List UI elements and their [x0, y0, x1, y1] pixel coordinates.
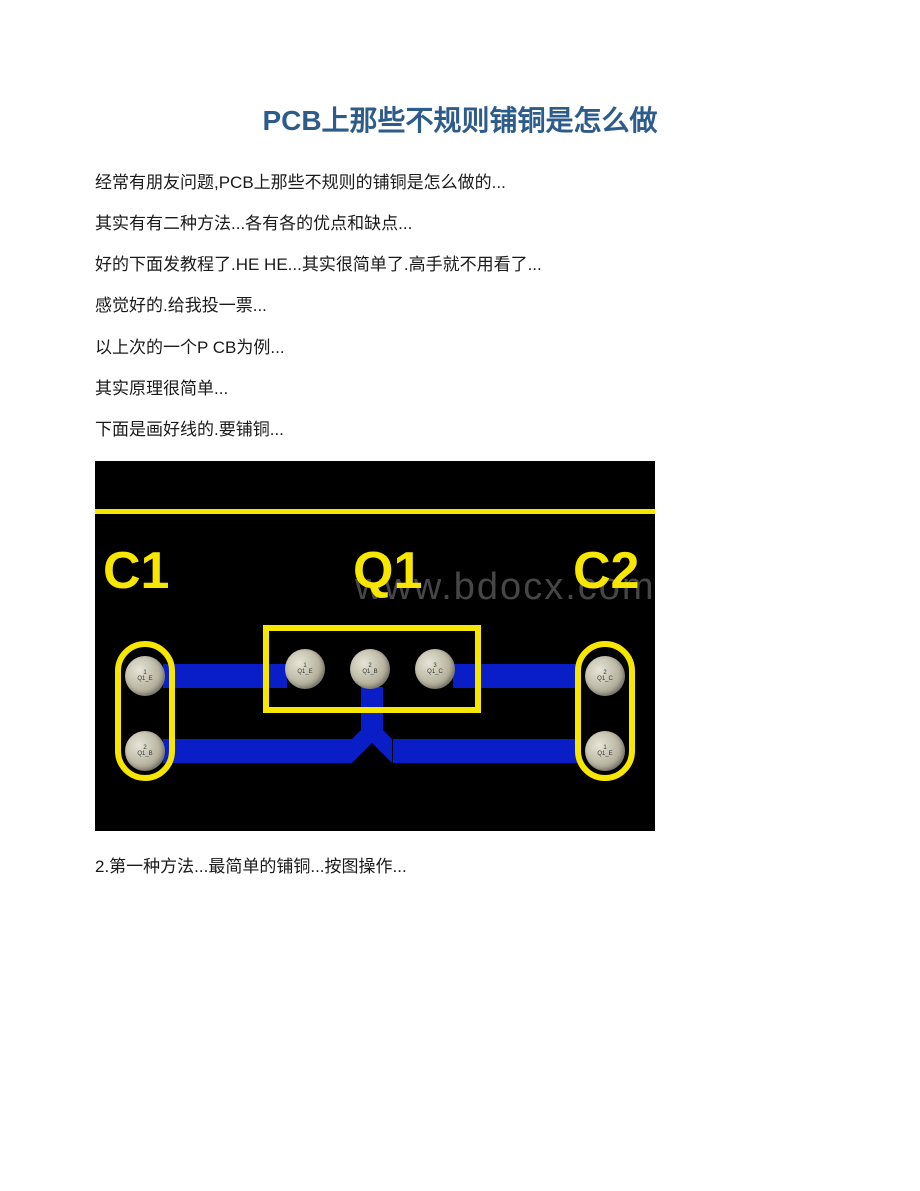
pad-q1-3: 3 Q1_C — [415, 649, 455, 689]
paragraph: 以上次的一个P CB为例... — [95, 334, 825, 361]
pad-c2-2: 2 Q1_C — [585, 656, 625, 696]
page-title: PCB上那些不规则铺铜是怎么做 — [95, 99, 825, 139]
paragraph: 好的下面发教程了.HE HE...其实很简单了.高手就不用看了... — [95, 251, 825, 278]
paragraph: 其实有有二种方法...各有各的优点和缺点... — [95, 210, 825, 237]
document-page: PCB上那些不规则铺铜是怎么做 经常有朋友问题,PCB上那些不规则的铺铜是怎么做… — [0, 0, 920, 954]
pad-c1-1: 1 Q1_E — [125, 656, 165, 696]
paragraph: 其实原理很简单... — [95, 375, 825, 402]
pcb-screenshot: www.bdocx.com C1 Q1 C2 1 Q1_E 2 Q1_B 1 Q… — [95, 461, 655, 831]
pad-net: Q1_E — [137, 676, 152, 682]
pad-q1-2: 2 Q1_B — [350, 649, 390, 689]
paragraph: 下面是画好线的.要铺铜... — [95, 416, 825, 443]
pad-c2-1: 1 Q1_E — [585, 731, 625, 771]
pad-net: Q1_E — [297, 669, 312, 675]
pad-net: Q1_B — [362, 669, 377, 675]
paragraph: 感觉好的.给我投一票... — [95, 292, 825, 319]
pad-net: Q1_B — [137, 751, 152, 757]
pad-q1-1: 1 Q1_E — [285, 649, 325, 689]
pad-net: Q1_C — [427, 669, 443, 675]
pad-net: Q1_E — [597, 751, 612, 757]
pad-net: Q1_C — [597, 676, 613, 682]
paragraph: 经常有朋友问题,PCB上那些不规则的铺铜是怎么做的... — [95, 169, 825, 196]
paragraph: 2.第一种方法...最简单的铺铜...按图操作... — [95, 853, 825, 880]
pad-c1-2: 2 Q1_B — [125, 731, 165, 771]
